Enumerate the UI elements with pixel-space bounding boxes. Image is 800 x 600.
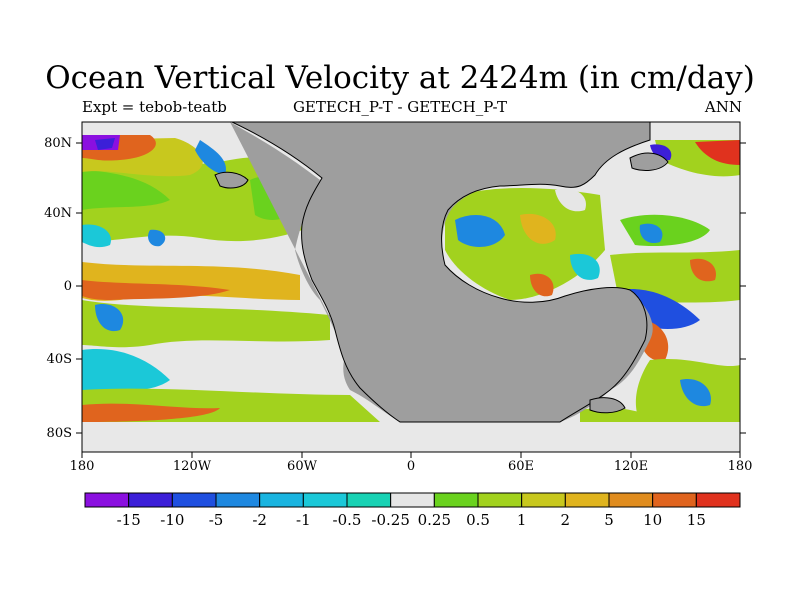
field-patch [82, 170, 170, 210]
field-patch [445, 188, 605, 300]
y-tick-label: 40S [47, 352, 72, 367]
colorbar-label: -2 [252, 511, 267, 529]
plot-title: Ocean Vertical Velocity at 2424m (in cm/… [45, 60, 755, 96]
colorbar-label: 10 [643, 511, 662, 529]
colorbar-swatch [259, 492, 304, 508]
island-north-pacific [214, 171, 249, 189]
landmass-main [231, 122, 651, 423]
x-tick-label: 120E [614, 459, 648, 474]
colorbar-label: -10 [160, 511, 184, 529]
island-south [589, 397, 626, 414]
colorbar-label: -5 [209, 511, 224, 529]
colorbar-swatch [84, 492, 130, 508]
colorbar-label: 1 [517, 511, 527, 529]
field-patch [82, 280, 230, 300]
x-axis: 180 120W 60W 0 60E 120E 180 [70, 452, 753, 474]
colorbar-swatch [477, 492, 523, 508]
x-tick-label: 120W [173, 459, 212, 474]
field-patch [639, 223, 663, 244]
colorbar-swatch [608, 492, 654, 508]
season-label: ANN [704, 98, 742, 116]
colorbar-swatch [695, 492, 741, 508]
colorbar-label: -0.5 [333, 511, 362, 529]
model-label: GETECH_P-T - GETECH_P-T [292, 98, 508, 116]
field-patch [82, 403, 220, 422]
colorbar-swatch [390, 492, 435, 508]
colorbar-swatch [346, 492, 392, 508]
field-patch [95, 138, 115, 150]
colorbar-label: 2 [561, 511, 571, 529]
field-patch [570, 253, 600, 280]
y-tick-label: 0 [64, 279, 72, 294]
x-tick-label: 180 [70, 459, 95, 474]
field-patch [195, 140, 226, 175]
colorbar-swatch [433, 492, 479, 508]
colorbar-swatch [128, 492, 173, 508]
field-patch [82, 349, 170, 395]
y-tick-label: 40N [44, 206, 72, 221]
field-patch [620, 214, 710, 247]
colorbar-label: 15 [687, 511, 706, 529]
colorbar-label: -0.25 [371, 511, 409, 529]
field-patch [690, 258, 716, 282]
x-tick-label: 60W [287, 459, 318, 474]
field-patch [455, 215, 505, 247]
x-tick-label: 0 [407, 459, 415, 474]
field-patch [148, 229, 166, 247]
field-patch [680, 379, 711, 407]
colorbar-label: 5 [604, 511, 614, 529]
x-tick-label: 60E [508, 459, 534, 474]
field-patch [95, 304, 124, 332]
field-patch [530, 273, 554, 297]
colorbar-swatch [652, 492, 697, 508]
field-patch [82, 224, 111, 248]
field-patch [520, 213, 556, 244]
x-tick-label: 180 [728, 459, 753, 474]
field-patch [650, 144, 672, 161]
field-patch [695, 140, 740, 165]
colorbar-swatch [215, 492, 261, 508]
field-patch [555, 188, 586, 212]
colorbar: -15 -10 -5 -2 -1 -0.5 -0.25 0.25 0.5 1 2 5 10 15 [84, 492, 741, 529]
colorbar-label: -15 [117, 511, 141, 529]
y-tick-label: 80S [47, 426, 72, 441]
experiment-label: Expt = tebob-teatb [82, 98, 227, 116]
colorbar-label: -1 [296, 511, 311, 529]
colorbar-swatch [521, 492, 566, 508]
colorbar-label: 0.25 [418, 511, 451, 529]
map-field [82, 122, 740, 452]
field-patch [82, 300, 330, 348]
island-east [629, 152, 669, 171]
colorbar-swatch [564, 492, 610, 508]
colorbar-swatch [171, 492, 217, 508]
y-tick-label: 80N [44, 136, 72, 151]
y-axis: 80N 40N 0 40S 80S [44, 136, 746, 441]
colorbar-label: 0.5 [466, 511, 490, 529]
colorbar-swatch [302, 492, 348, 508]
